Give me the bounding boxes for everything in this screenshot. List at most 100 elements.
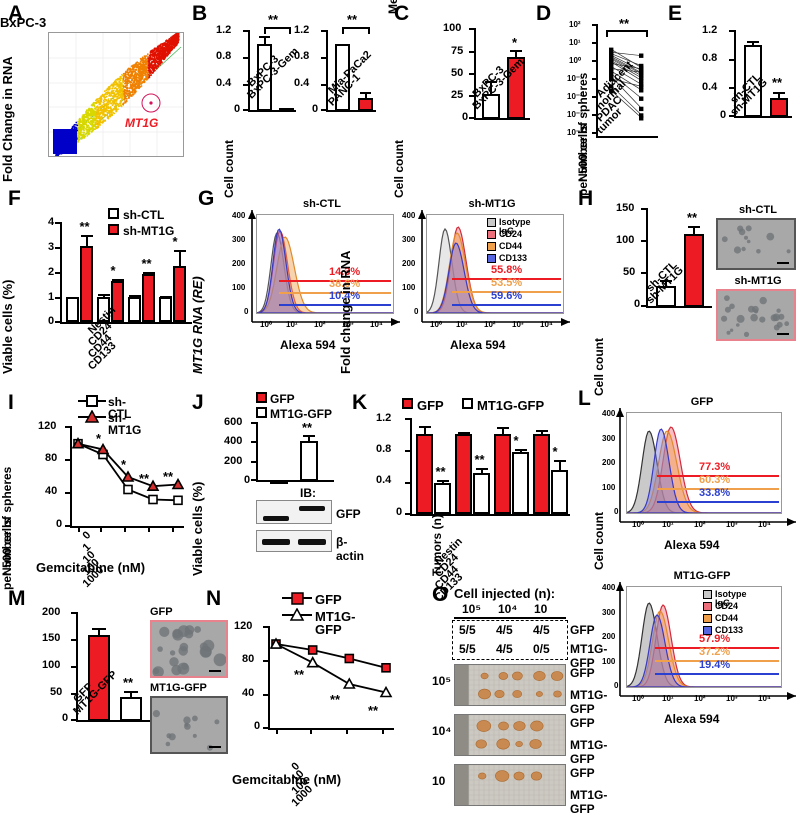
panel-o-row-label-0: GFP: [570, 623, 595, 637]
panel-o-cell-0-1: 4/5: [496, 623, 513, 637]
legend-label-cd133: CD133: [499, 254, 527, 263]
panel-b1-sigbar: [264, 27, 291, 34]
legend-label-cd44-l: CD44: [715, 614, 738, 623]
panel-f-bar-0-1: [80, 246, 93, 322]
panel-l1-line-2: [657, 501, 779, 503]
panel-n: N Viable cells (%) GFP MT1G-GFP 120 80 4…: [190, 576, 430, 806]
panel-e-bar-1: [770, 98, 788, 117]
panel-f-sig-0: **: [80, 220, 90, 233]
panel-l2-title: MT1G-GFP: [632, 570, 772, 582]
panel-g2-ytick-3: 300: [402, 235, 415, 244]
panel-b2-significance: **: [347, 13, 357, 26]
panel-m-label: M: [8, 588, 26, 609]
panel-i-xlabel: Gemcitabine (nM): [36, 560, 145, 575]
panel-b2-ytick-0: 0: [312, 103, 318, 115]
panel-o-strip-dose-2: 10⁳: [432, 774, 445, 788]
panel-h-image-caption-1: sh-MT1G: [716, 275, 800, 287]
panel-j-blot-actin: [256, 530, 332, 552]
panel-f-legend-swatch-0: [108, 208, 119, 219]
panel-k-ytick-2: 0.8: [376, 443, 391, 455]
legend-swatch-cd24-l: [703, 602, 712, 611]
panel-o-strip-label-2-1: MT1G-GFP: [570, 788, 610, 816]
panel-o-strip-label-2-0: GFP: [570, 766, 595, 780]
panel-l-label: L: [578, 388, 591, 409]
panel-c-ytick-3: 75: [451, 45, 463, 57]
panel-h-ytick-2: 100: [616, 234, 634, 246]
panel-f-sig-1: *: [111, 264, 116, 277]
panel-j-legend-swatch-0: [256, 392, 267, 403]
panel-b2-sigbar: [342, 27, 370, 34]
panel-c: C MT1G promoter Methylative level (%) 10…: [386, 0, 536, 180]
panel-k-ytick-0: 0: [396, 506, 402, 518]
panel-g1-xtick-2: 10²: [314, 320, 326, 329]
panel-g2-plot: 55.8% 53.5% 59.6% Isotype IgG CD24 CD44 …: [426, 214, 564, 314]
panel-f: F Fold Change in RNA sh-CTL sh-MT1G 4 3 …: [0, 182, 196, 372]
panel-l1-ytick-0: 0: [614, 507, 618, 516]
panel-i-sig-4: **: [163, 470, 173, 483]
legend-label-cd133-l: CD133: [715, 626, 743, 635]
panel-h-image-1: [716, 289, 796, 341]
panel-l1-xtick-3: 10³: [726, 520, 738, 529]
panel-h-ytick-1: 50: [623, 266, 635, 278]
panel-m-ytick-2: 100: [42, 659, 60, 671]
panel-g2-percent-1: 53.5%: [491, 278, 522, 289]
panel-f-ytick-0: 0: [48, 315, 54, 327]
panel-i-ytick-3: 120: [38, 420, 56, 432]
panel-i-sig-1: *: [96, 432, 101, 445]
panel-l2-xtick-2: 10²: [694, 694, 706, 703]
panel-h-ytick-0: 0: [634, 298, 640, 310]
panel-g2-ytick-1: 100: [402, 283, 415, 292]
panel-o-cell-0-2: 4/5: [533, 623, 550, 637]
panel-e-label: E: [668, 3, 682, 24]
panel-b1-yaxis: [248, 30, 250, 112]
panel-a-scatter: MT1G: [48, 32, 184, 157]
panel-j-legend-label-1: MT1G-GFP: [270, 408, 332, 420]
panel-m: M Number of spheres per 500 cells 200 15…: [0, 576, 190, 806]
panel-l2-plot: 57.9% 37.2% 19.4% Isotype IgG CD24 CD44 …: [626, 586, 782, 688]
panel-f-bar-0-0: [66, 297, 79, 322]
panel-c-ytick-4: 100: [443, 22, 461, 34]
panel-a-annotation: MT1G: [125, 116, 158, 130]
panel-i-ytick-1: 40: [45, 485, 57, 497]
panel-n-xlabel: Gemcitabine (nM): [232, 772, 341, 787]
panel-g2-ylabel: Cell count: [392, 14, 406, 198]
panel-o-strip-0: [454, 664, 566, 706]
panel-e: E MT1G RNA (RE) 1.2 0.8 0.4 0 ** sh-CTL …: [664, 0, 800, 180]
panel-o: O Cell injected (n): Tumors (n) 10⁵ 10⁴ …: [430, 576, 610, 806]
panel-m-ytick-1: 50: [50, 686, 62, 698]
panel-k: K Fold change in RNA GFP MT1G-GFP 1.2 0.…: [338, 374, 576, 574]
panel-m-ytick-3: 150: [42, 632, 60, 644]
panel-l2-line-2: [655, 673, 779, 675]
panel-l1-xtick-1: 10¹: [662, 520, 674, 529]
panel-m-bar-1: [120, 697, 142, 721]
panel-j-blot-title: IB:: [300, 486, 316, 500]
panel-g2-ytick-0: 0: [414, 307, 418, 316]
panel-o-ylabel: Tumors (n): [430, 396, 444, 576]
panel-l1-title: GFP: [642, 396, 762, 408]
panel-e-xtick-1: sh-MT1G: [728, 42, 800, 118]
panel-i-sig-2: *: [121, 458, 126, 471]
panel-l1-xtick-4: 10⁴: [758, 520, 771, 529]
panel-e-ytick-2: 0.8: [702, 52, 717, 64]
panel-g1-xtick-4: 10⁴: [370, 320, 383, 329]
panel-n-ytick-0: 0: [254, 720, 260, 732]
panel-l1-plot: 77.3% 60.3% 33.8%: [626, 412, 782, 514]
panel-d-sigbar: [606, 30, 648, 37]
panel-l1-xtick-0: 10⁰: [632, 520, 644, 529]
panel-e-ytick-3: 1.2: [702, 24, 717, 36]
panel-b2-ytick-2: 0.8: [294, 50, 309, 62]
panel-j-bar-1: [300, 441, 318, 481]
panel-n-legend-label-0: GFP: [315, 593, 342, 606]
panel-c-ytick-2: 50: [451, 67, 463, 79]
panel-l2-xlabel: Alexa 594: [664, 712, 719, 726]
panel-g1-ytick-1: 100: [232, 283, 245, 292]
panel-l2-percent-2: 19.4%: [699, 660, 730, 671]
panel-b2-bar-1: [358, 98, 373, 111]
panel-j: J MT1G RNA (RE) GFP MT1G-GFP 600 400 200…: [190, 374, 338, 574]
panel-g2-title: sh-MT1G: [432, 198, 552, 210]
panel-l1-percent-2: 33.8%: [699, 488, 730, 499]
panel-l2-xtick-0: 10⁰: [632, 694, 644, 703]
band-gfp-lane1: [263, 516, 289, 521]
panel-a: A BxPC-3-Gem BxPC-3 MT1G: [0, 0, 190, 180]
panel-b2-ytick-3: 1.2: [294, 24, 309, 36]
